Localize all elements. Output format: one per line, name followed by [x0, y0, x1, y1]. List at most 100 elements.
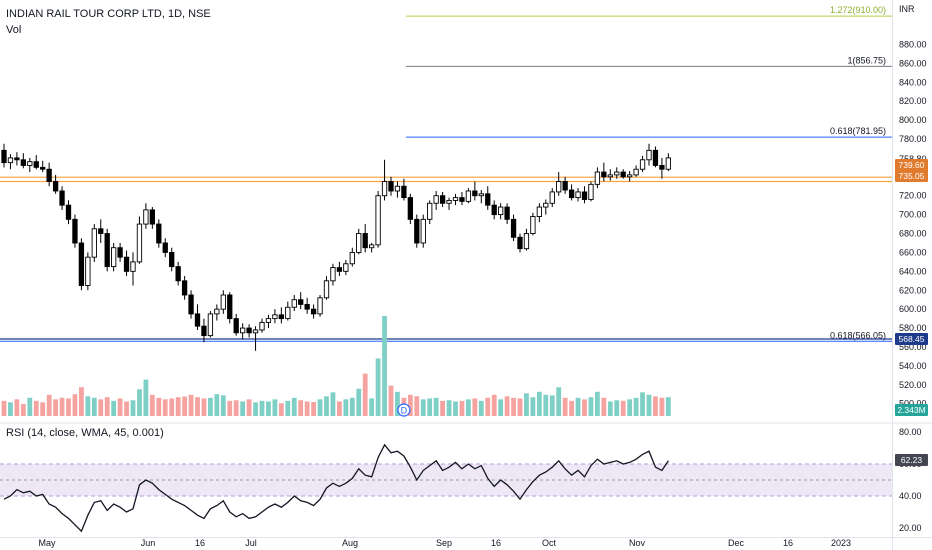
- volume-bar: [59, 397, 65, 416]
- volume-bar: [317, 399, 323, 416]
- volume-bar: [53, 399, 58, 416]
- candle-body: [310, 308, 317, 315]
- volume-bar: [524, 393, 529, 416]
- candle-body: [72, 218, 78, 244]
- time-axis[interactable]: May Jun 16 Jul Aug Sep 16 Oct Nov Dec 16 2023: [38, 538, 851, 548]
- rsi-series: [3, 443, 669, 533]
- candle-body: [349, 251, 355, 265]
- candle-body: [194, 313, 201, 327]
- volume-bar: [156, 397, 162, 416]
- volume-bar: [66, 398, 71, 416]
- price-tick-label: 500.00: [899, 399, 927, 409]
- symbol-title[interactable]: INDIAN RAIL TOUR CORP LTD, 1D, NSE: [6, 8, 211, 20]
- volume-bar: [40, 402, 46, 416]
- price-tag-low-bg: [895, 332, 928, 345]
- volume-bar: [595, 391, 600, 416]
- volume-bar: [175, 397, 181, 416]
- candle-body: [639, 159, 646, 170]
- volume-bar: [375, 358, 381, 416]
- candle-body: [594, 171, 601, 185]
- candle-body: [549, 191, 555, 204]
- candle-body: [330, 267, 336, 282]
- volume-bar: [98, 399, 104, 416]
- candle-body: [388, 181, 394, 192]
- volume-bar: [240, 401, 246, 416]
- volume-bar: [646, 394, 652, 416]
- candle-body: [7, 157, 14, 164]
- volume-bar: [278, 403, 284, 416]
- candle-body: [523, 233, 530, 250]
- candle-body: [575, 191, 581, 199]
- candle-body: [27, 161, 33, 166]
- volume-bar: [504, 396, 510, 416]
- volume-bar: [349, 397, 355, 416]
- rsi-legend[interactable]: RSI (14, close, WMA, 45, 0.001): [6, 427, 164, 439]
- event-marker-circle: [397, 403, 411, 417]
- volume-bar: [149, 394, 155, 416]
- volume-bar: [227, 400, 233, 416]
- candle-body: [149, 209, 155, 225]
- price-tick-label: 620.00: [899, 285, 927, 295]
- candle-body: [278, 314, 284, 320]
- candle-body: [123, 256, 130, 272]
- volume-bar: [562, 397, 568, 416]
- candle-body: [427, 202, 433, 220]
- volume-bar: [582, 399, 587, 416]
- volume-bar: [427, 398, 433, 416]
- price-tick-label: 800.00: [899, 115, 927, 125]
- volume-bar: [291, 397, 297, 416]
- volume-bar: [91, 397, 97, 416]
- time-tick-label: Sep: [436, 538, 452, 548]
- rsi-value-tag-bg: [895, 454, 928, 466]
- candle-body: [620, 171, 626, 178]
- volume-bar: [433, 397, 439, 416]
- candle-body: [252, 329, 259, 334]
- candle-body: [265, 318, 272, 323]
- candle-body: [536, 206, 543, 217]
- volume-bar: [543, 394, 549, 416]
- candle-body: [91, 228, 97, 258]
- rsi-tick-label: 40.00: [899, 491, 922, 501]
- candle-body: [117, 247, 123, 258]
- price-tick-label: 580.00: [899, 323, 927, 333]
- volume-bar: [33, 400, 39, 416]
- price-tick-label: 720.00: [899, 191, 927, 201]
- volume-bar: [369, 398, 375, 416]
- rsi-tick-label: 20.00: [899, 523, 922, 533]
- volume-bar: [85, 396, 91, 416]
- candle-body: [607, 174, 613, 178]
- volume-bar: [485, 397, 491, 416]
- price-tick-label: 680.00: [899, 229, 927, 239]
- candle-body: [104, 233, 110, 268]
- volume-bar: [653, 396, 658, 416]
- candle-body: [452, 197, 459, 201]
- volume-bar: [607, 401, 613, 416]
- candle-body: [162, 242, 168, 253]
- volume-bar: [601, 397, 607, 416]
- candle-body: [568, 189, 575, 199]
- volume-bar: [407, 394, 413, 416]
- volume-label[interactable]: Vol: [6, 24, 22, 36]
- candle-body: [614, 171, 620, 176]
- volume-bar: [446, 400, 452, 416]
- volume-bar: [130, 400, 136, 416]
- candle-body: [227, 294, 233, 320]
- volume-bar: [79, 387, 84, 416]
- candle-body: [362, 233, 368, 249]
- candle-body: [601, 171, 607, 178]
- candle-body: [143, 209, 149, 225]
- volume-bar: [556, 387, 562, 416]
- candle-body: [543, 202, 549, 208]
- chart-legend[interactable]: INDIAN RAIL TOUR CORP LTD, 1D, NSE Vol: [6, 6, 211, 38]
- candle-body: [246, 327, 252, 334]
- candle-body: [33, 161, 39, 168]
- volume-bar: [46, 394, 52, 416]
- candle-body: [130, 261, 136, 272]
- candle-body: [665, 157, 672, 170]
- candle-body: [85, 256, 91, 286]
- candle-body: [652, 149, 659, 166]
- volume-bar: [266, 401, 271, 416]
